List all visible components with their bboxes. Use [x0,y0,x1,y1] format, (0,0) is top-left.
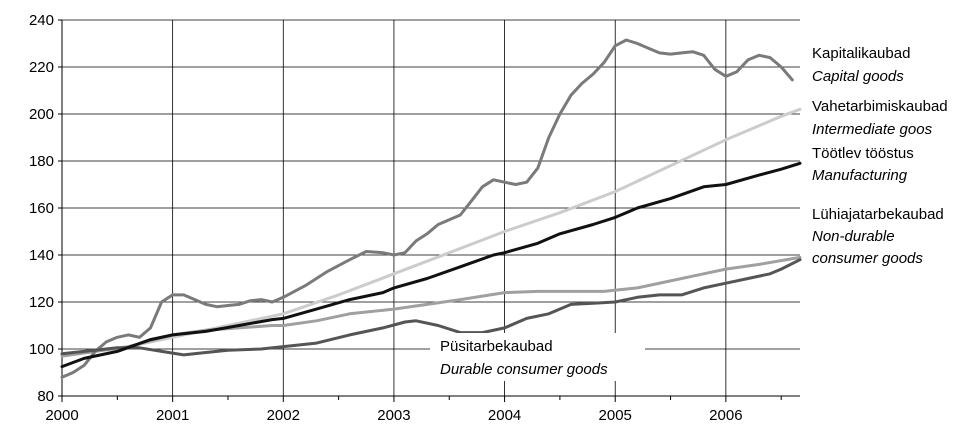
y-tick-label-240: 240 [29,12,54,29]
axes [58,19,800,402]
legend-nondurable-et: Lühiajatarbekaubad [812,206,944,223]
y-tick-label-160: 160 [29,200,54,217]
x-tick-label-2006: 2006 [709,407,742,424]
x-tick-label-2001: 2001 [156,407,189,424]
y-tick-label-180: 180 [29,153,54,170]
legend-intermediate-et: Vahetarbimiskaubad [812,98,948,115]
legend-capital-et: Kapitalikaubad [812,45,910,62]
x-tick-label-2003: 2003 [377,407,410,424]
y-tick-label-120: 120 [29,294,54,311]
legend-durable-et: Püsitarbekaubad [440,338,553,355]
legend-manufacturing-et: Töötlev tööstus [812,145,914,162]
y-tick-label-140: 140 [29,247,54,264]
series-line-capital [60,38,794,379]
legend-capital-en: Capital goods [812,68,904,85]
legend-manufacturing-en: Manufacturing [812,167,908,184]
series-lines [60,38,802,379]
legend-durable-en: Durable consumer goods [440,361,608,378]
y-tick-label-100: 100 [29,341,54,358]
tick-labels: 80 100 120 140 160 180 200 220 240 2000 2001 2002 20… [29,12,743,424]
y-tick-label-220: 220 [29,59,54,76]
legend-nondurable-en-1: Non-durable [812,228,895,245]
series-line-durable [60,258,802,357]
series-line-manufacturing [60,161,802,369]
legend-intermediate-en: Intermediate goos [812,121,933,138]
durable-label-bg [430,333,645,381]
y-tick-label-200: 200 [29,106,54,123]
x-tick-label-2002: 2002 [267,407,300,424]
x-tick-label-2000: 2000 [45,407,78,424]
y-tick-label-80: 80 [37,388,54,405]
x-tick-label-2004: 2004 [488,407,521,424]
x-tick-label-2005: 2005 [599,407,632,424]
legend: Kapitalikaubad Capital goods Vahetarbimi… [440,45,948,378]
legend-nondurable-en-2: consumer goods [812,250,923,267]
gridlines [62,19,800,396]
